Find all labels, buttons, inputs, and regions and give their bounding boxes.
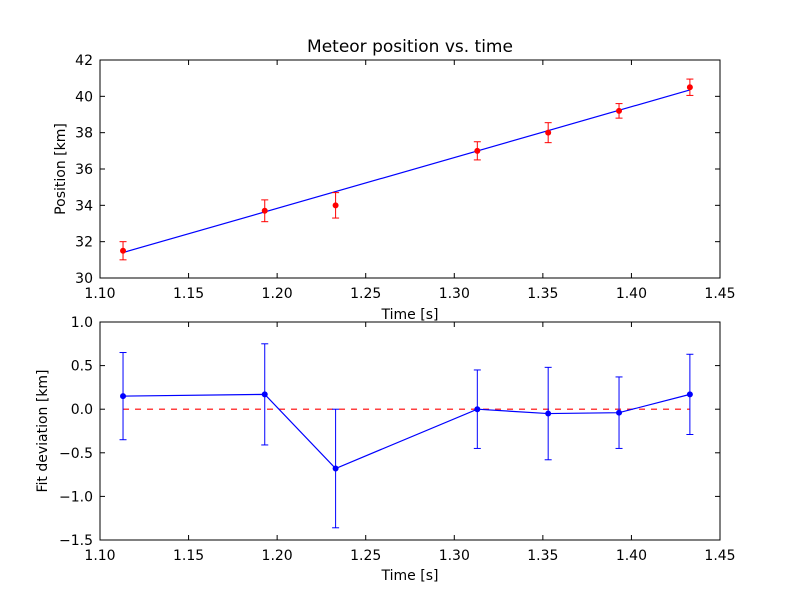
position-y-tick-label: 34 <box>75 198 93 214</box>
measurement-point <box>120 247 127 254</box>
deviation-point <box>686 391 693 398</box>
position-y-tick-label: 42 <box>75 53 93 69</box>
position-x-tick-label: 1.20 <box>262 286 293 302</box>
measurement-point <box>261 207 268 214</box>
position-x-tick-label: 1.30 <box>439 286 470 302</box>
deviation-plot: 1.10 1.15 1.20 1.25 1.30 1.35 1.40 1.45 1.0 0.5 0.… <box>35 315 736 584</box>
deviation-y-tick-label: −1.0 <box>59 489 93 505</box>
position-x-tick-label: 1.25 <box>350 286 381 302</box>
deviation-y-tick-label: 0.5 <box>71 359 93 375</box>
deviation-plot-frame <box>99 321 721 541</box>
position-x-tick-label: 1.40 <box>616 286 647 302</box>
position-x-axis-label: Time [s] <box>381 307 439 323</box>
plot-title: Meteor position vs. time <box>307 37 513 57</box>
position-y-tick-label: 30 <box>75 271 93 287</box>
deviation-x-tick-label: 1.40 <box>616 548 647 564</box>
deviation-y-tick-label: −1.5 <box>59 533 93 549</box>
measurement-point <box>616 107 623 114</box>
measurement-point <box>332 202 339 209</box>
position-x-tick-label: 1.15 <box>173 286 204 302</box>
deviation-x-tick-label: 1.30 <box>439 548 470 564</box>
deviation-x-tick-label: 1.15 <box>173 548 204 564</box>
deviation-x-tick-label: 1.45 <box>704 548 735 564</box>
deviation-point <box>332 465 339 472</box>
deviation-point <box>120 393 127 400</box>
deviation-plot-ticks: 1.10 1.15 1.20 1.25 1.30 1.35 1.40 1.45 1.0 0.5 0.… <box>59 315 736 564</box>
deviation-x-tick-label: 1.10 <box>84 548 115 564</box>
deviation-x-tick-label: 1.20 <box>262 548 293 564</box>
measurement-point <box>545 129 552 136</box>
position-plot-ticks: 1.10 1.15 1.20 1.25 1.30 1.35 1.40 1.45 30 32 34 36… <box>75 53 735 302</box>
position-y-tick-label: 38 <box>75 126 93 142</box>
position-x-tick-label: 1.35 <box>527 286 558 302</box>
position-plot-marks <box>119 78 694 261</box>
deviation-x-tick-label: 1.25 <box>350 548 381 564</box>
position-x-tick-label: 1.10 <box>84 286 115 302</box>
deviation-y-axis-label: Fit deviation [km] <box>35 369 51 492</box>
deviation-y-tick-label: 1.0 <box>71 315 93 331</box>
deviation-plot-marks <box>119 343 694 529</box>
measurement-point <box>686 84 693 91</box>
position-x-tick-label: 1.45 <box>704 286 735 302</box>
position-plot: Meteor position vs. time 1.10 1.15 1.20 1.2… <box>53 37 736 323</box>
deviation-x-tick-label: 1.35 <box>527 548 558 564</box>
deviation-point <box>545 410 552 417</box>
deviation-point <box>616 409 623 416</box>
measurement-point <box>474 147 481 154</box>
deviation-point <box>261 391 268 398</box>
deviation-point <box>474 406 481 413</box>
fit-line <box>122 89 691 254</box>
deviation-x-axis-label: Time [s] <box>381 568 439 584</box>
deviation-y-tick-label: 0.0 <box>71 402 93 418</box>
position-y-tick-label: 32 <box>75 235 93 251</box>
position-y-axis-label: Position [km] <box>53 123 69 215</box>
deviation-y-tick-label: −0.5 <box>59 446 93 462</box>
position-y-tick-label: 36 <box>75 162 93 178</box>
position-y-tick-label: 40 <box>75 89 93 105</box>
